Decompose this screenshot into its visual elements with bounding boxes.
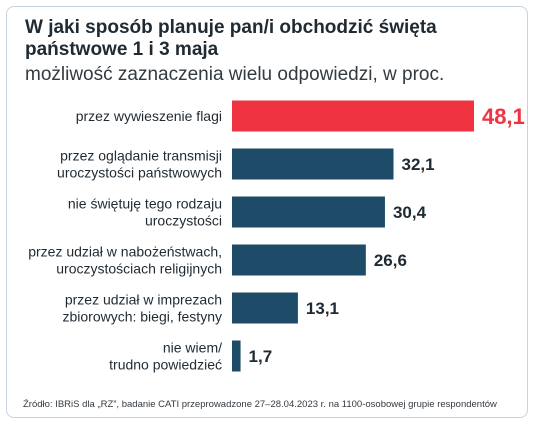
category-label-0-line-0: przez wywieszenie flagi — [76, 108, 222, 124]
chart-title: W jaki sposób planuje pan/i obchodzić św… — [25, 17, 437, 60]
category-label-5-line-0: nie wiem/ — [163, 340, 222, 356]
category-label-3-line-1: uroczystościach religijnych — [56, 261, 222, 277]
category-label-1-line-1: uroczystości państwowych — [57, 165, 222, 181]
category-label-4-line-0: przez udział w imprezach — [65, 292, 222, 308]
source-note: Źródło: IBRiS dla „RZ”, badanie CATI prz… — [23, 399, 497, 410]
value-label-2: 30,4 — [393, 203, 427, 222]
bar-2 — [232, 196, 385, 228]
value-label-5: 1,7 — [249, 347, 273, 366]
category-label-3-line-0: przez udział w nabożeństwach, — [28, 244, 222, 260]
value-label-0: 48,1 — [482, 104, 525, 129]
chart-card: W jaki sposób planuje pan/i obchodzić św… — [6, 6, 528, 418]
chart-subtitle: możliwość zaznaczenia wielu odpowiedzi, … — [25, 64, 445, 85]
bar-0 — [232, 100, 474, 132]
bar-5 — [232, 340, 241, 372]
bar-3 — [232, 244, 366, 276]
value-label-1: 32,1 — [402, 155, 435, 174]
category-label-2-line-1: uroczystości — [145, 213, 222, 229]
bar-4 — [232, 292, 298, 324]
category-label-1-line-0: przez oglądanie transmisji — [60, 148, 222, 164]
value-label-3: 26,6 — [374, 251, 407, 270]
category-label-2-line-0: nie świętuję tego rodzaju — [68, 196, 222, 212]
value-label-4: 13,1 — [306, 299, 339, 318]
bar-1 — [232, 148, 394, 180]
category-label-5-line-1: trudno powiedzieć — [109, 357, 222, 373]
category-label-4-line-1: zbiorowych: biegi, festyny — [62, 309, 222, 325]
